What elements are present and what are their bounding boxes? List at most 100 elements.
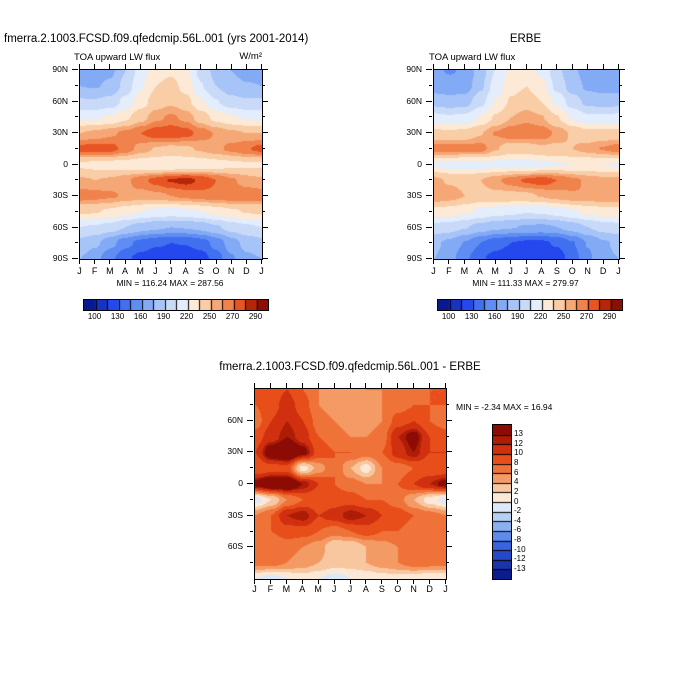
lat-tick — [247, 546, 253, 548]
lat-tick — [250, 530, 253, 532]
month-tick — [494, 64, 496, 69]
colorbar-tick-label: 8 — [514, 458, 519, 467]
colorbar-tick-label: 190 — [510, 312, 525, 321]
lat-axis-label: 30N — [52, 127, 68, 137]
lat-tick — [262, 84, 265, 86]
colorbar-tick-label: 290 — [248, 312, 263, 321]
diff-contour-canvas — [255, 389, 446, 579]
month-axis-label: F — [267, 584, 274, 594]
lat-axis-label: 30S — [52, 190, 68, 200]
month-tick — [556, 64, 558, 69]
lat-tick — [247, 514, 253, 516]
lat-tick — [619, 69, 625, 70]
lat-tick — [446, 467, 449, 469]
lat-tick — [426, 163, 432, 165]
lat-tick — [429, 84, 432, 86]
month-tick — [185, 64, 187, 69]
month-axis-label: J — [331, 584, 337, 594]
colorbar-tick-label: 6 — [514, 467, 519, 477]
month-tick — [285, 579, 287, 584]
month-axis-label: O — [394, 584, 402, 594]
model-panel-units: W/m² — [239, 51, 262, 62]
model-colorbar — [83, 299, 269, 311]
model-panel-title: fmerra.2.1003.FCSD.f09.qfedcmip.56L.001 … — [4, 33, 309, 45]
month-axis-label: A — [299, 584, 306, 594]
month-tick — [365, 579, 367, 584]
month-tick — [494, 259, 496, 264]
month-axis-label: M — [136, 266, 144, 276]
month-tick — [124, 64, 126, 69]
colorbar-tick-label: -4 — [514, 515, 522, 525]
month-axis-label: J — [443, 584, 448, 594]
month-tick — [317, 383, 319, 388]
month-tick — [463, 259, 465, 264]
month-tick — [154, 64, 156, 69]
model-contour-plot — [79, 69, 263, 260]
diff-panel-title: fmerra.2.1003.FCSD.f09.qfedcmip.56L.001 … — [219, 361, 481, 373]
colorbar-tick-label: 160 — [487, 312, 502, 321]
month-tick — [317, 579, 319, 584]
lat-axis-label: 0 — [238, 478, 243, 488]
month-tick — [139, 259, 141, 264]
month-tick — [587, 259, 589, 264]
lat-tick — [619, 163, 625, 165]
month-tick — [349, 579, 351, 584]
month-tick — [170, 259, 171, 264]
month-axis-label: M — [460, 266, 469, 276]
lat-tick — [619, 84, 622, 86]
lat-axis-label: 60S — [227, 541, 243, 552]
month-tick — [285, 383, 287, 388]
month-axis-label: M — [491, 266, 499, 276]
lat-axis-label: 0 — [63, 158, 68, 169]
lat-tick — [619, 242, 622, 244]
month-tick — [433, 64, 434, 69]
lat-tick — [247, 483, 253, 484]
month-tick — [413, 579, 415, 584]
month-axis-label: J — [259, 266, 264, 276]
lat-tick — [262, 242, 265, 244]
lat-tick — [619, 132, 625, 133]
lat-tick — [250, 403, 253, 405]
month-tick — [525, 259, 527, 264]
lat-tick — [262, 100, 268, 102]
lat-axis-label: 90N — [406, 64, 422, 74]
lat-tick — [429, 179, 432, 181]
lat-tick — [262, 116, 265, 118]
month-tick — [433, 259, 434, 264]
erbe-minmax-label: MIN = 111.33 MAX = 279.97 — [472, 278, 579, 288]
month-tick — [510, 64, 512, 69]
colorbar-tick-label: 220 — [179, 312, 194, 321]
lat-axis-label: 60N — [406, 95, 422, 106]
colorbar-tick-label: -12 — [514, 554, 526, 564]
month-tick — [109, 64, 111, 69]
lat-tick — [250, 435, 253, 437]
month-axis-label: J — [77, 266, 82, 276]
month-tick — [413, 383, 415, 388]
lat-tick — [262, 226, 268, 228]
lat-tick — [250, 498, 253, 500]
diff-contour-plot — [254, 388, 447, 580]
month-tick — [445, 383, 446, 388]
month-tick — [230, 259, 232, 264]
month-axis-label: A — [362, 584, 369, 594]
lat-axis-label: 90N — [52, 64, 68, 74]
lat-tick — [72, 100, 78, 102]
lat-tick — [247, 451, 253, 453]
colorbar-tick-label: 100 — [441, 312, 456, 321]
month-tick — [261, 64, 262, 69]
month-tick — [94, 64, 96, 69]
month-tick — [429, 579, 431, 584]
month-tick — [254, 579, 255, 584]
colorbar-tick-label: 130 — [464, 312, 479, 321]
lat-tick — [72, 163, 78, 165]
month-tick — [79, 64, 80, 69]
month-tick — [602, 259, 604, 264]
colorbar-tick-label: 160 — [133, 312, 148, 321]
month-tick — [94, 259, 96, 264]
colorbar-tick-label: 100 — [87, 312, 102, 321]
lat-tick — [446, 514, 452, 516]
month-axis-label: J — [523, 266, 529, 276]
lat-tick — [446, 403, 449, 405]
month-tick — [261, 259, 262, 264]
month-tick — [587, 64, 589, 69]
